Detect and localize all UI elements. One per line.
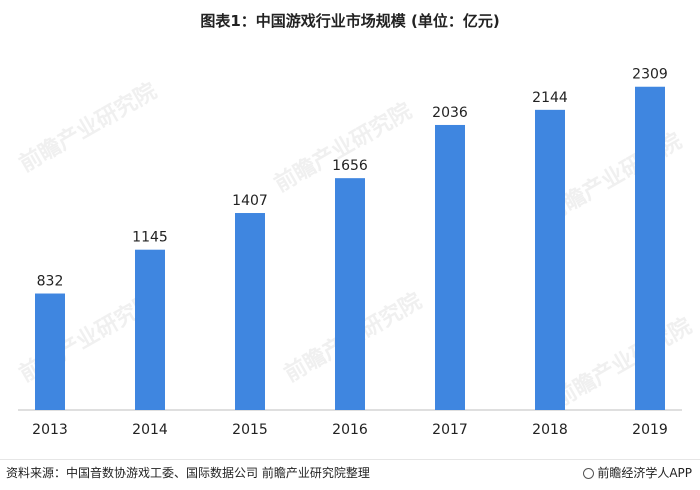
bar-2015 — [235, 213, 265, 410]
data-label-2017: 2036 — [432, 105, 468, 121]
bar-2018 — [535, 109, 565, 410]
footer: 资料来源：中国音数协游戏工委、国际数据公司 前瞻产业研究院整理 前瞻经济学人AP… — [0, 459, 700, 490]
brand-label: 前瞻经济学人APP — [597, 466, 692, 480]
x-tick-label-2016: 2016 — [332, 422, 368, 438]
x-tick-label-2019: 2019 — [632, 422, 668, 438]
data-label-2014: 1145 — [132, 230, 168, 246]
data-label-2013: 832 — [37, 274, 64, 290]
data-label-2016: 1656 — [332, 158, 368, 174]
bar-2017 — [435, 124, 465, 411]
x-tick-label-2017: 2017 — [432, 422, 468, 438]
data-label-2018: 2144 — [532, 90, 568, 106]
chart-title: 图表1：中国游戏行业市场规模 (单位：亿元) — [200, 12, 500, 30]
x-tick-label-2018: 2018 — [532, 422, 568, 438]
data-label-2019: 2309 — [632, 67, 668, 83]
bar-2016 — [335, 178, 365, 410]
x-tick-label-2015: 2015 — [232, 422, 268, 438]
qianzhan-logo-icon — [583, 468, 595, 479]
bar-2013 — [35, 293, 65, 410]
data-label-2015: 1407 — [232, 193, 268, 209]
brand-credit: 前瞻经济学人APP — [583, 464, 692, 481]
x-tick-label-2014: 2014 — [132, 422, 168, 438]
x-tick-label-2013: 2013 — [32, 422, 68, 438]
bar-2014 — [135, 249, 165, 410]
bar-chart: 832 2013 1145 2014 1407 2015 1656 2016 2036 2017 2… — [18, 67, 682, 438]
bar-2019 — [635, 86, 665, 411]
source-note: 资料来源：中国音数协游戏工委、国际数据公司 前瞻产业研究院整理 — [6, 466, 370, 480]
